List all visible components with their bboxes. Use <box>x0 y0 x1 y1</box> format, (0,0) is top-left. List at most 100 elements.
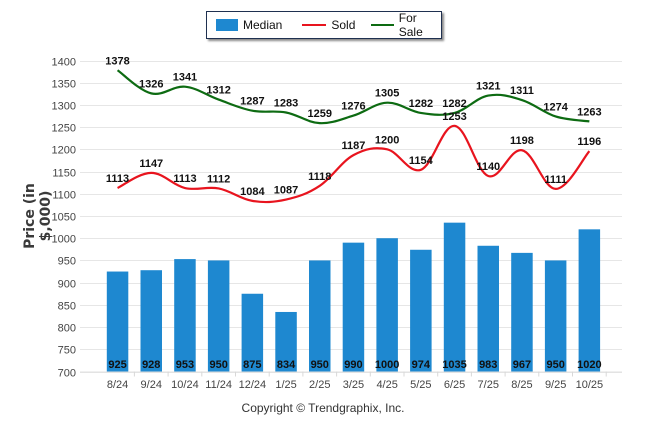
legend-item-sold[interactable]: Sold <box>302 18 355 32</box>
median-bar-label: 875 <box>243 359 261 371</box>
chart-legend: Median Sold For Sale <box>206 11 442 39</box>
median-bar-label: 950 <box>311 359 329 371</box>
median-bar-label: 990 <box>344 359 362 371</box>
series-lines <box>116 69 591 204</box>
x-tick-label: 2/25 <box>309 379 330 391</box>
y-tick-label: 700 <box>58 368 76 380</box>
y-tick-label: 850 <box>58 301 76 313</box>
median-bar-label: 925 <box>108 359 126 371</box>
x-tick-label: 10/25 <box>576 379 604 391</box>
median-bar <box>443 222 466 372</box>
x-tick-label: 9/25 <box>545 379 566 391</box>
sold-swatch-icon <box>302 24 327 26</box>
y-tick-label: 900 <box>58 279 76 291</box>
median-bar <box>342 242 365 372</box>
y-tick-label: 1250 <box>52 123 76 135</box>
for-sale-data-label: 1341 <box>173 72 197 84</box>
median-bar <box>275 311 297 372</box>
x-tick-label: 8/25 <box>511 379 532 391</box>
for-sale-data-label: 1259 <box>308 108 332 120</box>
sold-data-label: 1113 <box>106 173 129 185</box>
median-bar-label: 967 <box>513 359 531 371</box>
y-tick-label: 800 <box>58 323 76 335</box>
for-sale-data-label: 1274 <box>543 101 568 113</box>
x-tick-label: 6/25 <box>444 379 465 391</box>
y-tick-label: 1400 <box>52 57 76 69</box>
median-bar <box>106 271 129 372</box>
legend-item-for-sale[interactable]: For Sale <box>371 11 441 39</box>
x-axis-ticks: 8/24 9/24 10/24 11/24 12/24 1/25 2/25 3/25 4/25 5… <box>107 371 607 391</box>
y-tick-label: 950 <box>58 256 76 268</box>
sold-data-label: 1140 <box>476 161 500 173</box>
y-tick-label: 1000 <box>52 234 76 246</box>
x-tick-label: 9/24 <box>141 379 162 391</box>
median-bar <box>410 249 432 372</box>
median-bar-label: 834 <box>277 359 296 371</box>
median-bar <box>578 229 601 372</box>
y-tick-label: 1200 <box>52 145 76 157</box>
sold-data-label: 1253 <box>442 111 466 123</box>
x-tick-label: 10/24 <box>171 379 199 391</box>
sold-data-label: 1087 <box>274 185 298 197</box>
median-bar <box>477 245 499 372</box>
y-tick-label: 1050 <box>52 212 76 224</box>
legend-label-for-sale: For Sale <box>398 11 423 39</box>
median-bar <box>376 238 398 372</box>
for-sale-data-label: 1305 <box>375 88 399 100</box>
sold-data-label: 1154 <box>409 155 434 167</box>
legend-item-median[interactable]: Median <box>216 18 282 32</box>
x-tick-label: 8/24 <box>107 379 128 391</box>
for-sale-data-label: 1312 <box>206 85 230 97</box>
y-axis-title: Price (in $,000) <box>22 183 54 249</box>
x-tick-label: 3/25 <box>343 379 364 391</box>
for-sale-swatch-icon <box>371 24 394 26</box>
median-bar <box>309 260 331 372</box>
for-sale-data-label: 1282 <box>409 98 433 110</box>
sold-data-label: 1084 <box>240 186 265 198</box>
for-sale-line <box>116 69 590 125</box>
y-tick-label: 1300 <box>52 101 76 113</box>
for-sale-data-label: 1311 <box>510 85 534 97</box>
for-sale-data-label: 1276 <box>341 101 365 113</box>
for-sale-data-label: 1378 <box>105 55 129 67</box>
sold-data-label: 1112 <box>207 173 230 185</box>
y-tick-label: 750 <box>58 345 76 357</box>
sold-data-label: 1111 <box>544 174 567 186</box>
for-sale-data-label: 1326 <box>139 78 163 90</box>
sold-data-label: 1113 <box>173 173 196 185</box>
for-sale-data-label: 1287 <box>240 96 264 108</box>
sold-data-label: 1196 <box>577 136 601 148</box>
y-tick-label: 1350 <box>52 79 76 91</box>
median-swatch-icon <box>216 19 238 31</box>
median-bar <box>544 260 567 372</box>
x-tick-label: 5/25 <box>410 379 431 391</box>
median-bar-label: 950 <box>209 359 227 371</box>
y-axis-ticks: 700 750 800 850 900 950 1000 1050 1100 1150 1200 12… <box>52 57 76 380</box>
for-sale-data-label: 1321 <box>476 81 500 93</box>
median-bar <box>207 260 230 372</box>
for-sale-data-label: 1282 <box>442 98 466 110</box>
median-bar-labels: 925 928 953 950 875 834 950 990 1000 974 1035 983 96… <box>108 359 601 371</box>
median-bars <box>106 222 601 372</box>
median-bar-label: 1000 <box>375 359 399 371</box>
x-tick-label: 11/24 <box>205 379 232 391</box>
y-tick-label: 1100 <box>52 190 76 202</box>
x-tick-label: 12/24 <box>239 379 267 391</box>
for-sale-data-label: 1283 <box>274 97 298 109</box>
median-bar-label: 950 <box>546 359 564 371</box>
median-bar <box>174 259 196 372</box>
median-bar <box>511 252 533 372</box>
x-tick-label: 4/25 <box>376 379 397 391</box>
sold-data-label: 1147 <box>139 158 163 170</box>
median-bar-label: 974 <box>412 359 431 371</box>
median-bar-label: 1020 <box>577 359 601 371</box>
median-bar <box>140 270 162 372</box>
for-sale-data-label: 1263 <box>577 106 601 118</box>
sold-data-label: 1198 <box>510 135 534 147</box>
sold-data-label: 1118 <box>308 171 331 183</box>
median-bar-label: 928 <box>142 359 160 371</box>
legend-label-sold: Sold <box>331 18 356 32</box>
copyright-text: Copyright © Trendgraphix, Inc. <box>241 401 405 415</box>
x-tick-label: 7/25 <box>478 379 499 391</box>
